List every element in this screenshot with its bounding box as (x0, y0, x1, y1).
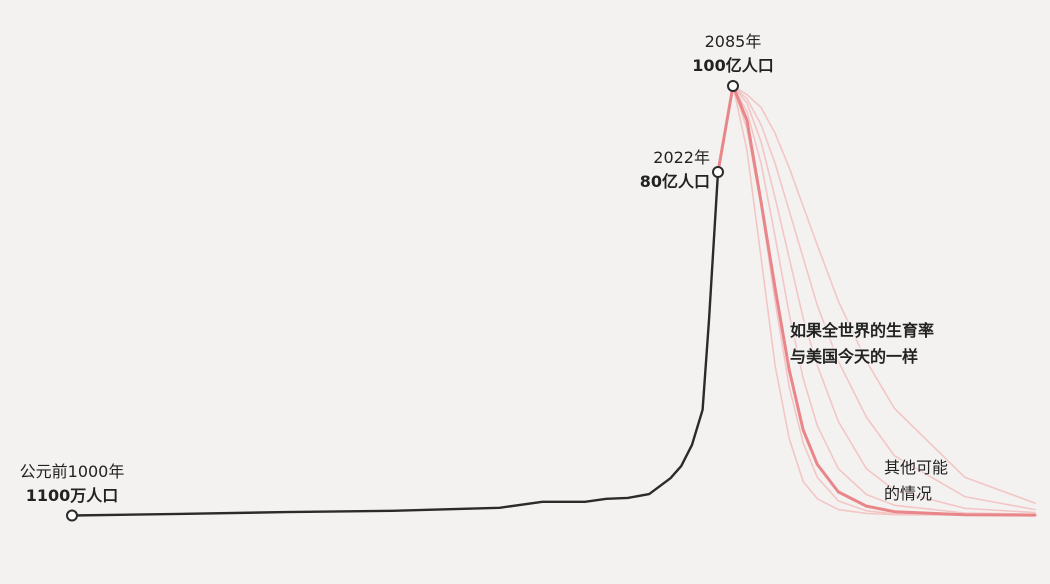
annotation: 公元前1000年 1100万人口 (20, 460, 125, 508)
annotation: 2022年 80亿人口 (640, 146, 710, 194)
annotation-label: 2022年 (653, 148, 710, 167)
annotation-label: 公元前1000年 (19, 461, 125, 481)
line (70, 170, 720, 517)
series-label: 其他可能的情况 (884, 458, 949, 503)
annotation: 2085年 100亿人口 (692, 30, 773, 78)
line (732, 85, 1036, 504)
annotation-value: 1100万人口 (25, 485, 119, 505)
annotation-value: 80亿人口 (639, 172, 710, 191)
line (732, 85, 1036, 514)
point-marker (727, 80, 739, 92)
point-marker (712, 166, 724, 178)
series-label: 如果全世界的生育率与美国今天的一样 (790, 321, 935, 366)
line (716, 84, 1037, 517)
annotation-label: 2085年 (704, 32, 762, 51)
point-marker (66, 509, 78, 522)
annotation-value: 100亿人口 (692, 56, 774, 75)
line (732, 85, 1036, 516)
line (732, 85, 1036, 511)
